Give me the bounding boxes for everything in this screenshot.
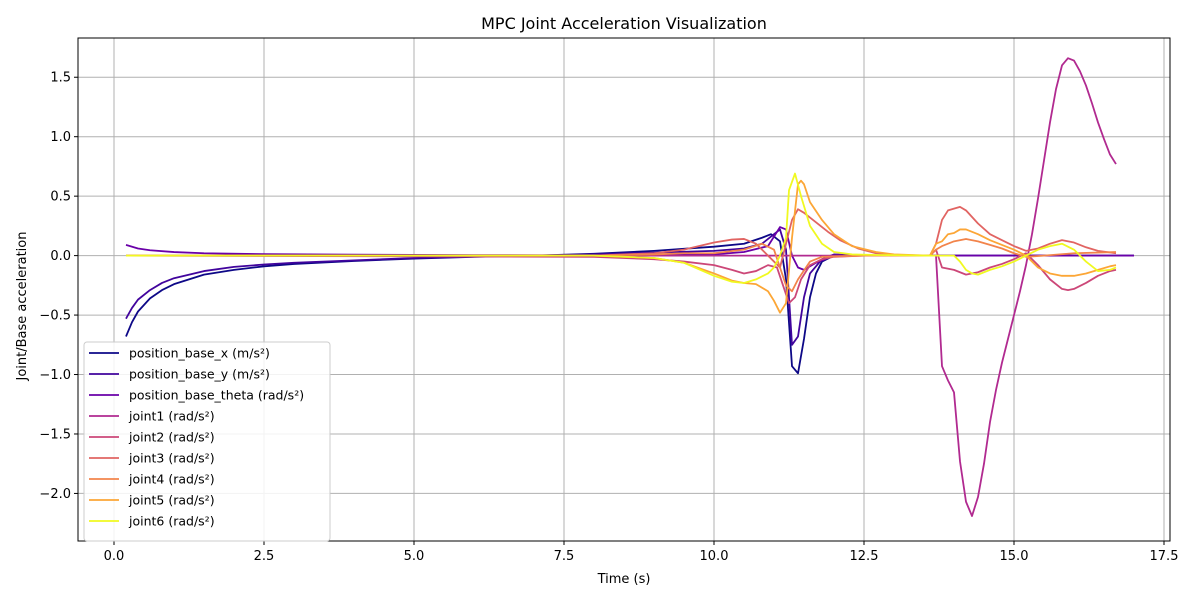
y-tick-label: 0.5 (50, 190, 71, 205)
y-tick-label: −0.5 (39, 309, 71, 324)
y-axis-ticks: 1.5 1.0 0.5 0.0 −0.5 −1.0 −1.5 −2.0 (39, 71, 78, 502)
y-axis-label: Joint/Base acceleration (15, 232, 30, 382)
y-tick-label: 0.0 (50, 249, 71, 264)
legend-entry-1: position_base_y (m/s²) (129, 367, 270, 382)
grid-lines (78, 38, 1170, 541)
y-tick-label: 1.5 (50, 71, 71, 86)
legend-entry-2: position_base_theta (rad/s²) (129, 388, 304, 403)
legend-entry-7: joint5 (rad/s²) (128, 493, 215, 508)
y-tick-label: −2.0 (39, 487, 71, 502)
x-tick-label: 0.0 (104, 549, 125, 564)
y-tick-label: −1.5 (39, 427, 71, 442)
x-tick-label: 12.5 (850, 549, 879, 564)
legend-entry-6: joint4 (rad/s²) (128, 472, 215, 487)
x-tick-label: 17.5 (1150, 549, 1179, 564)
x-axis-label: Time (s) (597, 572, 651, 587)
x-axis-ticks: 0.0 2.5 5.0 7.5 10.0 12.5 15.0 17.5 (104, 541, 1179, 564)
series-line-7 (126, 179, 1117, 314)
x-tick-label: 5.0 (404, 549, 425, 564)
legend-entry-4: joint2 (rad/s²) (128, 430, 215, 445)
legend-entry-5: joint3 (rad/s²) (128, 451, 215, 466)
series-line-5 (126, 205, 1117, 269)
legend-entry-8: joint6 (rad/s²) (128, 514, 215, 529)
series-line-3 (126, 57, 1117, 517)
plot-frame (77, 37, 1171, 542)
series-lines (125, 57, 1134, 517)
x-tick-label: 10.0 (700, 549, 729, 564)
legend: position_base_x (m/s²) position_base_y (m… (83, 341, 331, 542)
y-tick-label: 1.0 (50, 130, 71, 145)
x-tick-label: 7.5 (554, 549, 575, 564)
y-tick-label: −1.0 (39, 368, 71, 383)
series-line-6 (126, 238, 1117, 293)
x-tick-label: 2.5 (254, 549, 275, 564)
legend-entry-3: joint1 (rad/s²) (128, 409, 215, 424)
legend-entry-0: position_base_x (m/s²) (129, 346, 270, 361)
series-line-0 (125, 233, 1134, 375)
series-line-8 (126, 172, 1117, 284)
x-tick-label: 15.0 (1000, 549, 1029, 564)
legend-box (83, 341, 331, 542)
chart-title: MPC Joint Acceleration Visualization (481, 14, 767, 33)
